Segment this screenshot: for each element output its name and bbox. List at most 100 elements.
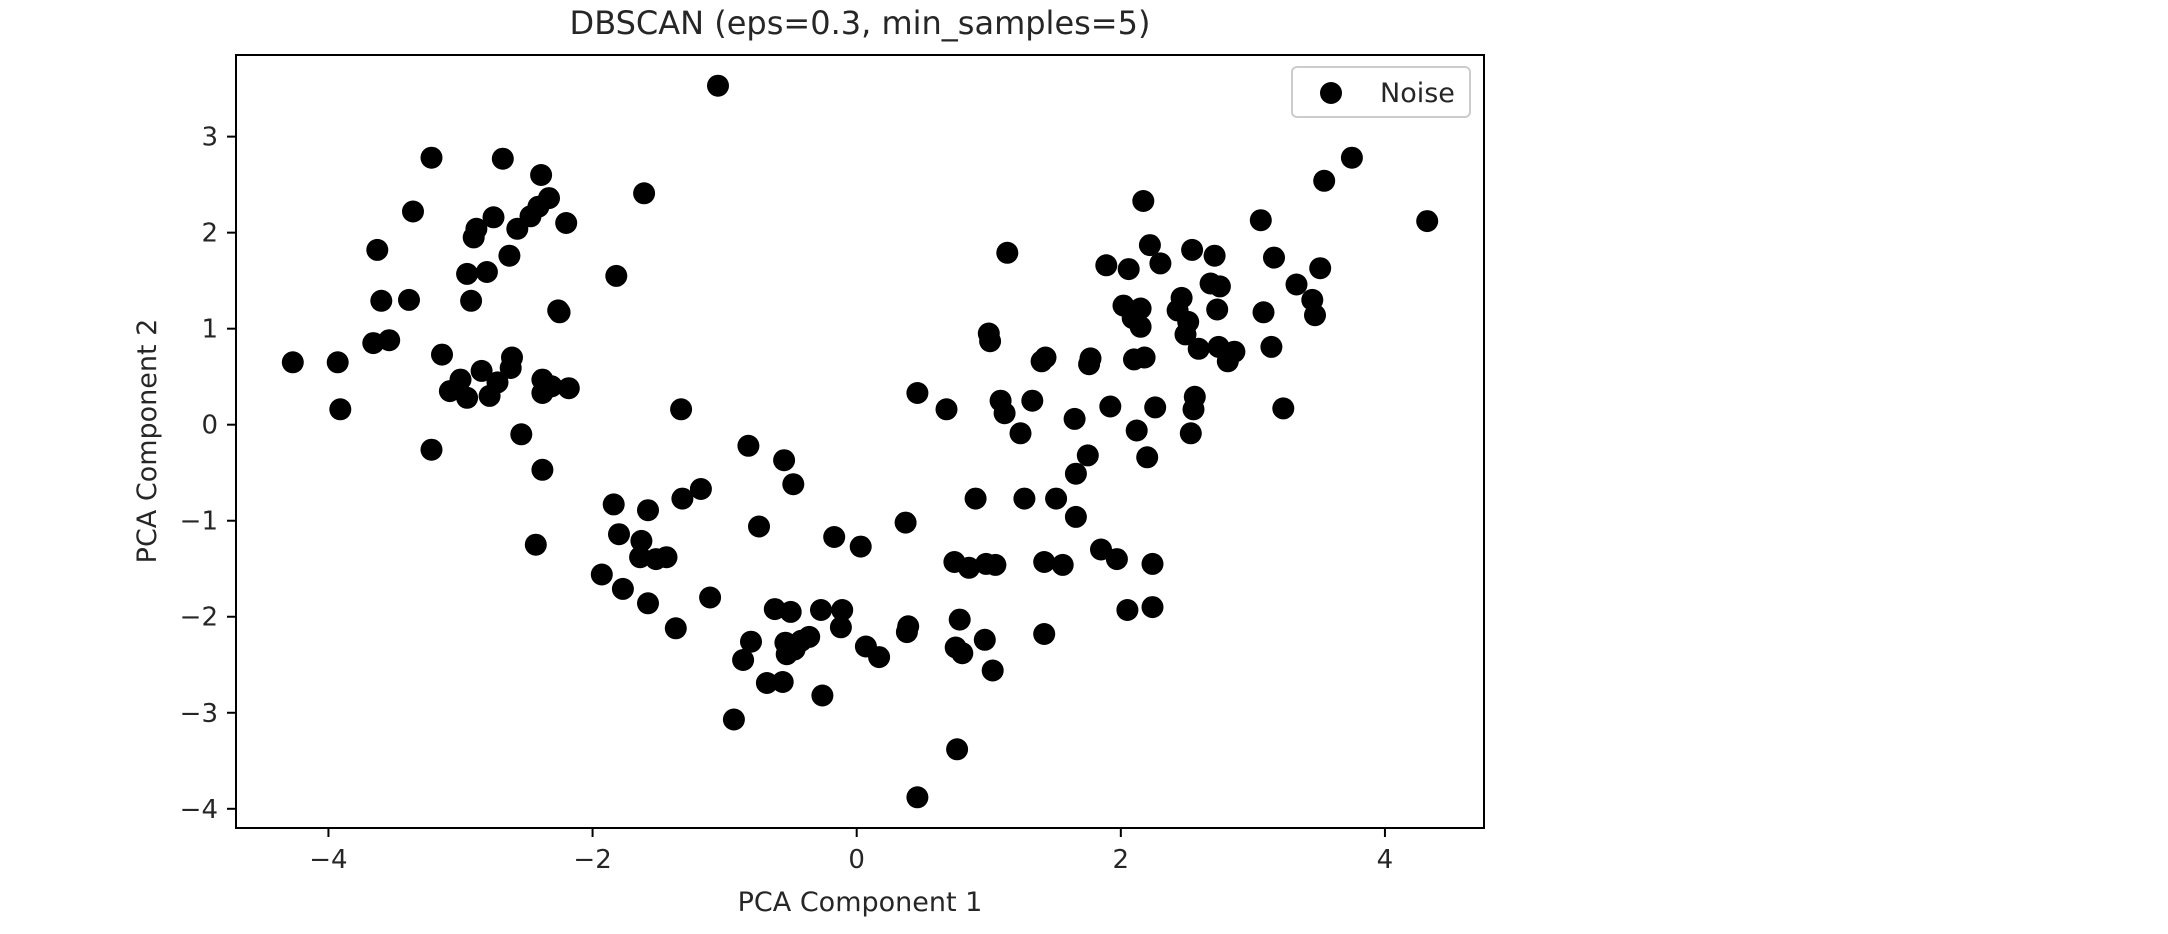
data-point [811,684,834,707]
y-tick-label: −3 [180,699,218,729]
data-point [1144,396,1167,419]
data-point [398,288,420,311]
data-point [538,187,560,210]
data-point [1138,234,1161,257]
data-point [420,438,443,461]
data-point [1064,462,1087,485]
data-point [1149,252,1172,275]
y-tick-label: 3 [201,123,218,153]
data-point [1076,444,1099,467]
data-point [1252,301,1275,324]
data-point [557,377,580,400]
data-point [798,625,821,648]
data-point [849,535,872,558]
data-point [1136,446,1159,469]
data-point [637,499,659,522]
legend: Noise [1291,66,1471,118]
x-tick-label: 0 [848,845,865,875]
data-points-layer [281,74,1439,809]
data-point [1309,257,1332,280]
plot-frame [235,54,1485,829]
data-point [590,563,613,586]
data-point [868,646,891,669]
data-point [498,244,521,267]
x-tick-label: 4 [1377,845,1394,875]
data-point [366,238,389,261]
data-point [707,74,729,97]
data-point [1033,551,1056,573]
data-point [431,343,453,366]
x-tick-label: −4 [309,845,347,875]
data-point [470,359,493,382]
data-point [973,628,996,651]
data-point [1105,548,1128,571]
data-point [605,264,628,287]
y-tick-label: −1 [180,507,218,537]
data-point [630,529,653,552]
legend-box [1291,66,1471,118]
data-point [1009,422,1032,445]
data-point [1116,599,1139,621]
y-axis-label: PCA Component 2 [132,319,163,564]
data-point [456,386,479,409]
data-point [755,672,778,694]
data-point [773,449,796,472]
y-tick-label: 2 [201,219,218,249]
data-point [475,261,498,283]
y-tick-label: 0 [201,411,218,441]
data-point [810,599,832,621]
data-point [740,630,762,653]
data-point [1177,310,1200,333]
x-tick-label: −2 [573,845,611,875]
data-point [1263,246,1285,269]
data-point [1187,337,1210,360]
data-point [993,402,1016,425]
data-point [1013,487,1036,510]
data-point [1125,419,1148,442]
data-point [1416,210,1439,233]
data-point [1034,346,1057,369]
data-point [637,592,659,615]
data-point [1285,273,1308,296]
data-point [1183,385,1206,408]
data-point [996,241,1019,264]
data-point [1141,552,1164,575]
data-point [1313,169,1336,192]
data-point [948,608,971,631]
legend-label-noise: Noise [1380,78,1455,109]
data-point [548,301,571,324]
data-point [671,487,694,510]
data-point [771,671,794,693]
data-point [555,212,578,234]
data-point [326,351,349,374]
data-point [602,493,625,516]
legend-marker-noise [1320,82,1342,104]
data-point [611,577,634,600]
data-point [1132,190,1155,212]
data-point [1064,505,1087,528]
x-tick-label: 2 [1113,845,1130,875]
data-point [1045,487,1068,510]
data-point [1179,422,1202,445]
data-point [981,659,1004,682]
data-point [779,600,802,623]
data-point [530,164,553,186]
data-point [501,346,523,369]
data-point [1249,209,1272,232]
data-point [456,262,479,285]
data-point [737,434,760,457]
data-point [1090,538,1112,561]
data-point [524,533,547,556]
data-point [748,515,770,538]
data-point [531,458,554,481]
data-point [1208,275,1231,298]
data-point [1079,347,1102,370]
data-point [1181,238,1204,261]
data-point [1099,395,1122,418]
data-point [951,642,974,665]
data-point [633,182,656,205]
data-point [831,599,854,621]
data-point [664,617,687,640]
